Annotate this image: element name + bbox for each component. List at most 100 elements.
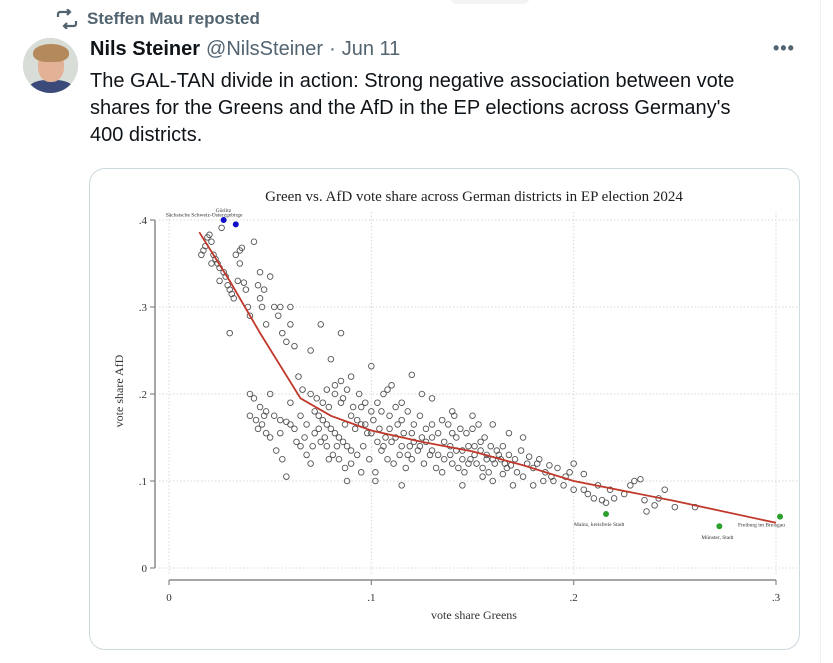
scatter-point: [319, 399, 327, 406]
column-divider: [820, 0, 821, 663]
scatter-point: [428, 434, 436, 441]
highlighted-point-label: Görlitz: [216, 208, 232, 214]
x-tick-label: 0: [166, 592, 172, 604]
scatter-point: [418, 434, 426, 441]
scatter-point: [307, 390, 314, 398]
scatter-point: [230, 295, 237, 302]
more-options-icon[interactable]: •••: [773, 38, 795, 58]
scatter-point: [256, 295, 264, 302]
scatter-point: [315, 412, 322, 419]
scatter-point: [505, 451, 513, 459]
scatter-point: [317, 321, 324, 328]
scatter-point: [499, 442, 507, 450]
scatter-point: [637, 476, 644, 483]
scatter-point: [374, 399, 381, 406]
scatter-point: [519, 434, 527, 441]
scatter-point: [376, 425, 383, 433]
scatter-point: [347, 373, 355, 380]
scatter-point: [283, 473, 290, 480]
scatter-point: [449, 460, 456, 467]
author-handle[interactable]: @NilsSteiner: [206, 38, 324, 60]
scatter-point: [459, 482, 466, 489]
scatter-point: [277, 416, 284, 424]
scatter-point: [410, 438, 418, 446]
scatter-point: [291, 425, 298, 433]
scatter-point: [449, 408, 456, 415]
scatter-point: [258, 421, 266, 428]
scatter-point: [610, 495, 618, 502]
tweet-date[interactable]: Jun 11: [341, 38, 401, 60]
scatter-point: [461, 469, 468, 476]
scatter-point: [483, 456, 490, 463]
tweet-media-chart[interactable]: Green vs. AfD vote share across German d…: [89, 168, 800, 650]
scatter-points: [198, 224, 699, 515]
scatter-point: [347, 447, 355, 454]
scatter-point: [287, 421, 294, 428]
avatar-suit: [29, 80, 73, 93]
repost-indicator[interactable]: Steffen Mau reposted: [55, 9, 260, 29]
scatter-point: [428, 447, 436, 454]
scatter-point: [208, 260, 215, 267]
scatter-point: [499, 470, 507, 478]
scatter-point: [291, 342, 298, 350]
scatter-point: [339, 395, 347, 402]
scatter-point: [260, 286, 268, 293]
y-tick-label: .1: [139, 476, 147, 488]
grid-lines: [159, 212, 798, 574]
x-tick-label: .1: [367, 592, 375, 604]
scatter-point: [477, 438, 484, 446]
scatter-point: [370, 416, 377, 424]
scatter-point: [250, 395, 258, 402]
scatter-point: [206, 231, 213, 239]
scatter-point: [266, 273, 274, 280]
scatter-point: [487, 442, 494, 450]
scatter-point: [396, 451, 403, 459]
scatter-point: [643, 508, 650, 515]
highlighted-point-label: Sächsische Schweiz-Osterzgebirge: [166, 212, 243, 218]
highlighted-point-label: Münster, Stadt: [701, 535, 734, 541]
scatter-point: [386, 412, 393, 419]
highlighted-point: [603, 511, 610, 518]
tweet-text: The GAL-TAN divide in action: Strong neg…: [90, 68, 790, 149]
scatter-point: [309, 442, 316, 450]
scatter-point: [287, 399, 294, 406]
scatter-point: [402, 464, 409, 472]
scatter-point: [428, 395, 436, 402]
scatter-point: [481, 434, 488, 441]
scatter-point: [313, 395, 320, 402]
scatter-point: [691, 503, 699, 511]
scatter-point: [584, 490, 592, 498]
avatar[interactable]: [23, 38, 78, 93]
scatter-point: [266, 434, 274, 441]
scatter-point: [317, 438, 324, 446]
x-tick-label: .2: [570, 592, 578, 604]
scatter-point: [208, 238, 215, 245]
scatter-point: [262, 429, 270, 437]
scatter-point: [479, 464, 486, 472]
author-display-name[interactable]: Nils Steiner: [90, 38, 201, 60]
scatter-point: [351, 425, 359, 433]
scatter-point: [287, 303, 294, 311]
scatter-point: [418, 390, 426, 398]
scatter-point: [250, 238, 258, 245]
scatter-point: [279, 329, 286, 337]
x-tick-label: .3: [772, 592, 781, 604]
scatter-point: [489, 477, 496, 485]
scatter-point: [236, 260, 244, 267]
scatter-point: [519, 473, 527, 480]
scatter-point: [404, 451, 412, 459]
scatter-point: [566, 469, 573, 476]
scatter-point: [469, 412, 476, 419]
scatter-point: [479, 473, 486, 480]
scatter-point: [400, 429, 407, 437]
scatter-point: [343, 442, 351, 450]
scatter-point: [323, 442, 331, 450]
scatter-point: [440, 456, 448, 463]
scatter-point: [394, 421, 401, 428]
scatter-point: [325, 456, 333, 463]
scatter-point: [277, 303, 284, 311]
scatter-point: [303, 421, 310, 428]
scatter-point: [362, 399, 369, 406]
scatter-point: [473, 460, 480, 467]
